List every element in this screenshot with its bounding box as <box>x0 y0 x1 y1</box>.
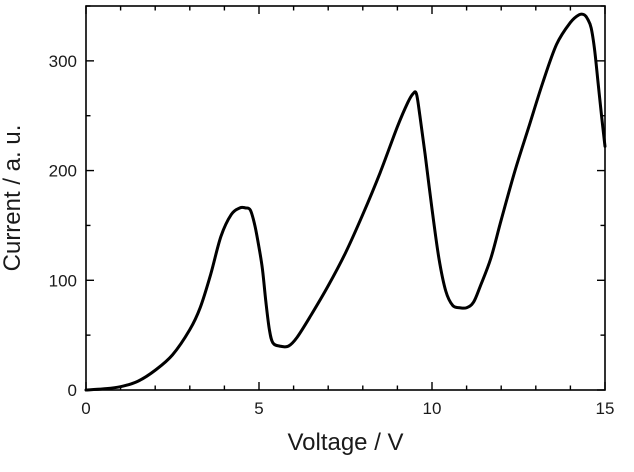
x-axis-label: Voltage / V <box>287 429 403 456</box>
current-curve <box>84 12 607 392</box>
y-tick-label: 100 <box>49 271 77 290</box>
y-tick-label: 0 <box>68 381 77 400</box>
y-axis-label: Current / a. u. <box>0 125 26 272</box>
axis-ticks <box>85 5 606 391</box>
plot-frame <box>85 5 606 391</box>
x-tick-label: 5 <box>254 399 263 418</box>
y-tick-label: 300 <box>49 52 77 71</box>
x-tick-label: 15 <box>596 399 615 418</box>
x-tick-label: 0 <box>81 399 90 418</box>
y-tick-label: 200 <box>49 162 77 181</box>
tick-labels: 0 5 10 15 0 100 200 300 <box>49 52 615 418</box>
x-tick-label: 10 <box>423 399 442 418</box>
